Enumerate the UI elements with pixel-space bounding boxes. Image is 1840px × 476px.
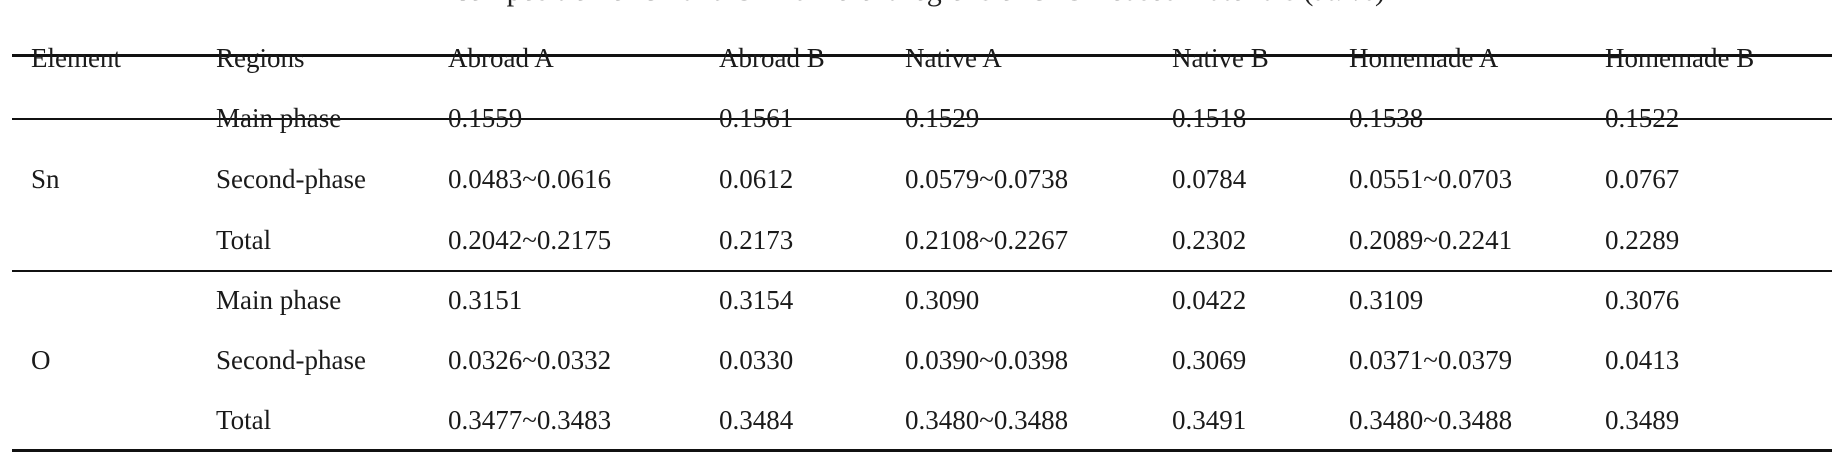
table-cell: Second-phase: [216, 345, 366, 375]
table-cell: 0.0551~0.0703: [1349, 164, 1513, 194]
table-cell: 0.3491: [1172, 405, 1247, 435]
table-cell: 0.3076: [1605, 285, 1680, 315]
table-cell: Main phase: [216, 103, 342, 133]
table-cell: 0.1538: [1349, 103, 1424, 133]
table-cell: 0.2302: [1172, 225, 1247, 255]
header-regions: Regions: [216, 43, 305, 73]
table-cell: Total: [216, 405, 272, 435]
header-homemade-b: Homemade B: [1605, 43, 1755, 73]
table-cell: 0.1561: [719, 103, 794, 133]
table-cell: 0.0413: [1605, 345, 1680, 375]
table-cell: 0.3154: [719, 285, 794, 315]
table-cell: 0.1529: [905, 103, 980, 133]
table-cell: 0.2042~0.2175: [448, 225, 612, 255]
table-cell: 0.3477~0.3483: [448, 405, 612, 435]
table-cell: 0.3069: [1172, 345, 1247, 375]
table-caption-area: composition of Sn and O in different reg…: [0, 0, 1840, 40]
table-cell: 0.0371~0.0379: [1349, 345, 1513, 375]
table-cell: 0.0422: [1172, 285, 1247, 315]
table-cell: 0.0326~0.0332: [448, 345, 612, 375]
table-group-divider: [12, 270, 1832, 272]
table-cell: 0.3480~0.3488: [905, 405, 1069, 435]
table-cell: 0.0612: [719, 164, 794, 194]
element-label-o: O: [31, 345, 51, 375]
table-cell: 0.3489: [1605, 405, 1680, 435]
table-cell: 0.1559: [448, 103, 523, 133]
table-cell: 0.0390~0.0398: [905, 345, 1069, 375]
table-cell: 0.3109: [1349, 285, 1424, 315]
table-header-rule: [12, 118, 1832, 120]
table-cell: 0.0330: [719, 345, 794, 375]
table-cell: 0.0579~0.0738: [905, 164, 1069, 194]
table-cell: 0.0784: [1172, 164, 1247, 194]
table-cell: 0.3480~0.3488: [1349, 405, 1513, 435]
element-label-sn: Sn: [31, 164, 60, 194]
table-cell: 0.0483~0.0616: [448, 164, 612, 194]
table-cell: 0.1522: [1605, 103, 1680, 133]
table-cell: 0.2089~0.2241: [1349, 225, 1513, 255]
table-bottom-rule: [12, 449, 1832, 452]
header-abroad-a: Abroad A: [448, 43, 554, 73]
table-cell: Total: [216, 225, 272, 255]
table-top-rule: [12, 54, 1832, 57]
table-cell: 0.2108~0.2267: [905, 225, 1069, 255]
table-cell: 0.3484: [719, 405, 794, 435]
table-cell: Main phase: [216, 285, 342, 315]
table-cell: 0.0767: [1605, 164, 1680, 194]
table-cell: 0.3090: [905, 285, 980, 315]
header-native-a: Native A: [905, 43, 1002, 73]
table-cell: 0.1518: [1172, 103, 1247, 133]
table-caption: composition of Sn and O in different reg…: [0, 0, 1840, 8]
header-element: Element: [31, 43, 121, 73]
header-homemade-a: Homemade A: [1349, 43, 1499, 73]
table-cell: 0.3151: [448, 285, 523, 315]
header-abroad-b: Abroad B: [719, 43, 825, 73]
table-cell: 0.2289: [1605, 225, 1680, 255]
table-cell: Second-phase: [216, 164, 366, 194]
header-native-b: Native B: [1172, 43, 1269, 73]
table-cell: 0.2173: [719, 225, 794, 255]
